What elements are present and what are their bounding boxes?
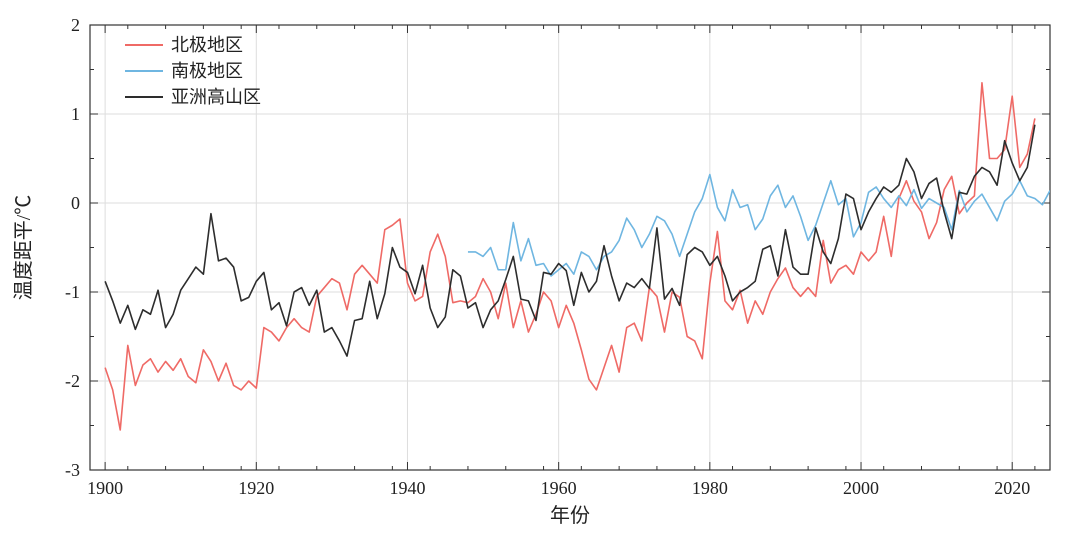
- legend-label: 亚洲高山区: [171, 87, 261, 107]
- x-tick-label: 2000: [843, 478, 879, 498]
- x-tick-label: 1980: [692, 478, 728, 498]
- x-tick-label: 2020: [994, 478, 1030, 498]
- chart-container: 1900 1920 1940 1960 1980 2000 2020 -3 -2 -1 0 1 2 年份 温…: [0, 0, 1080, 540]
- x-axis-label: 年份: [550, 504, 590, 527]
- line-chart: 1900 1920 1940 1960 1980 2000 2020 -3 -2 -1 0 1 2 年份 温…: [0, 0, 1080, 540]
- y-tick-label: -2: [65, 371, 80, 391]
- chart-bg: [0, 0, 1080, 540]
- x-tick-label: 1940: [389, 478, 425, 498]
- y-tick-label: 2: [71, 15, 80, 35]
- legend-label: 北极地区: [171, 35, 243, 55]
- legend-label: 南极地区: [171, 61, 243, 81]
- y-tick-label: -3: [65, 460, 80, 480]
- x-tick-label: 1960: [541, 478, 577, 498]
- y-axis-label: 温度距平/℃: [12, 195, 35, 301]
- y-tick-label: -1: [65, 282, 80, 302]
- y-tick-label: 1: [71, 104, 80, 124]
- x-tick-label: 1900: [87, 478, 123, 498]
- y-tick-label: 0: [71, 193, 80, 213]
- legend: 北极地区南极地区亚洲高山区: [125, 35, 261, 107]
- x-tick-label: 1920: [238, 478, 274, 498]
